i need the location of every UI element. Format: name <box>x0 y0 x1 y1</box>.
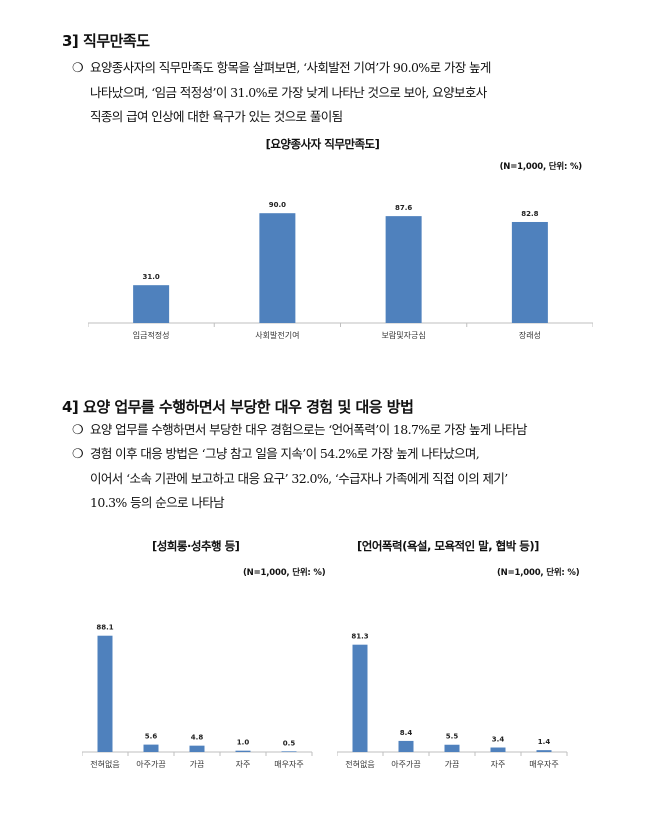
bullet-text: 요양 업무를 수행하면서 부당한 대우 경험으로는 ‘언어폭력’이 18.7%로… <box>90 422 528 437</box>
x-tick-label: 전혀없음 <box>90 759 119 769</box>
bar <box>133 285 170 323</box>
bullet-text: 직종의 급여 인상에 대한 욕구가 있는 것으로 풀이됨 <box>90 109 343 124</box>
bar <box>511 221 548 323</box>
data-label: 81.3 <box>351 633 368 641</box>
bullet-icon: ❍ <box>72 423 84 438</box>
verbal-abuse-chart: 81.3 전혀없음 8.4 아주가끔 5.5 가끔 3.4 자주 1.4 매우자주 <box>337 633 568 769</box>
x-tick-label: 가끔 <box>190 760 205 769</box>
data-label: 5.5 <box>446 733 459 741</box>
data-label: 1.0 <box>237 739 250 747</box>
data-label: 4.8 <box>191 734 204 742</box>
chart2-unit-note: (N=1,000, 단위: %) <box>243 568 326 578</box>
bar <box>189 745 205 752</box>
data-label: 88.1 <box>96 624 113 632</box>
bar <box>97 635 113 752</box>
bar <box>490 747 506 752</box>
bar <box>235 750 251 752</box>
data-label: 1.4 <box>538 738 551 746</box>
x-tick-label: 매우자주 <box>529 760 558 769</box>
bullet-icon: ❍ <box>72 61 84 76</box>
section4-bullet-2: ❍ 경험 이후 대응 방법은 ‘그냥 참고 일을 지속’이 54.2%로 가장 높… <box>72 442 612 515</box>
data-label: 3.4 <box>492 736 505 744</box>
x-tick-label: 자주 <box>236 760 251 769</box>
x-tick-label: 보람및자긍심 <box>382 330 426 340</box>
section4-heading: 4] 요양 업무를 수행하면서 부당한 대우 경험 및 대응 방법 <box>62 398 414 416</box>
bullet-text: 경험 이후 대응 방법은 ‘그냥 참고 일을 지속’이 54.2%로 가장 높게… <box>90 446 480 461</box>
chart3-title: [언어폭력(욕설, 모욕적인 말, 협박 등)] <box>357 539 539 553</box>
chart3-unit-note: (N=1,000, 단위: %) <box>497 568 580 578</box>
bar <box>444 744 460 752</box>
bar <box>398 740 414 752</box>
bullet-icon: ❍ <box>72 447 84 462</box>
section3-bullet-1: ❍ 요양종사자의 직무만족도 항목을 살펴보면, ‘사회발전 기여’가 90.0%… <box>72 56 612 129</box>
data-label: 82.8 <box>521 210 538 218</box>
chart1-title: [요양종사자 직무만족도] <box>265 137 380 151</box>
bar <box>143 744 159 752</box>
satisfaction-chart: 31.0 임금적정성 90.0 사회발전기여 87.6 보람및자긍심 82.8 장래성 <box>88 201 593 340</box>
bar <box>259 213 296 323</box>
x-tick-label: 자주 <box>491 760 506 769</box>
bullet-text: 이어서 ‘소속 기관에 보고하고 대응 요구’ 32.0%, ‘수급자나 가족에… <box>90 471 508 486</box>
x-tick-label: 아주가끔 <box>136 759 165 769</box>
bar <box>352 644 368 752</box>
data-label: 0.5 <box>283 739 296 747</box>
data-label: 8.4 <box>400 729 413 737</box>
x-tick-label: 가끔 <box>445 760 460 769</box>
chart2-title: [성희롱·성추행 등] <box>152 539 240 553</box>
section4-bullet-1: ❍ 요양 업무를 수행하면서 부당한 대우 경험으로는 ‘언어폭력’이 18.7%… <box>72 418 612 443</box>
data-label: 87.6 <box>395 204 412 212</box>
bar <box>281 751 297 752</box>
chart1-unit-note: (N=1,000, 단위: %) <box>499 162 583 172</box>
harassment-chart: 88.1 전혀없음 5.6 아주가끔 4.8 가끔 1.0 자주 0.5 매우자주 <box>82 624 313 769</box>
x-tick-label: 아주가끔 <box>391 759 420 769</box>
bar <box>385 216 422 323</box>
bullet-text: 10.3% 등의 순으로 나타남 <box>90 495 225 510</box>
bullet-text: 나타났으며, ‘임금 적정성’이 31.0%로 가장 낮게 나타난 것으로 보아… <box>90 85 487 100</box>
x-tick-label: 장래성 <box>519 330 541 340</box>
bullet-text: 요양종사자의 직무만족도 항목을 살펴보면, ‘사회발전 기여’가 90.0%로… <box>90 60 491 75</box>
data-label: 31.0 <box>142 273 159 281</box>
x-tick-label: 임금적정성 <box>133 330 170 340</box>
data-label: 5.6 <box>145 733 158 741</box>
x-tick-label: 매우자주 <box>274 760 303 769</box>
x-tick-label: 사회발전기여 <box>255 330 299 340</box>
section3-heading: 3] 직무만족도 <box>62 32 150 50</box>
bar <box>536 750 552 752</box>
data-label: 90.0 <box>269 201 286 209</box>
x-tick-label: 전혀없음 <box>345 759 374 769</box>
